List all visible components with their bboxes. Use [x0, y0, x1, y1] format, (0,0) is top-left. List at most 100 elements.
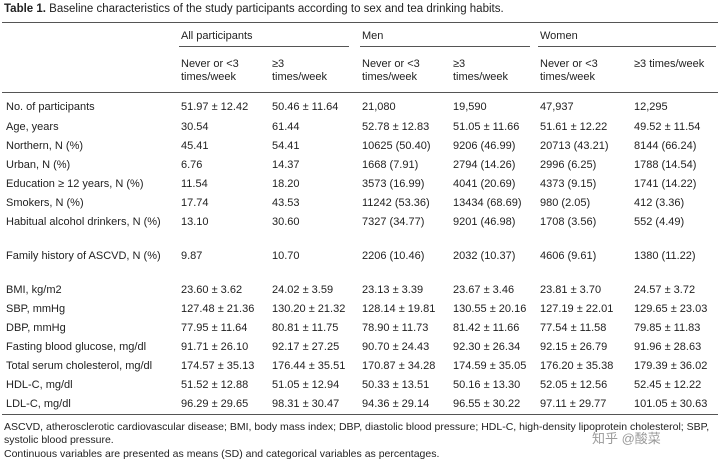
table-cell: 11.54: [181, 178, 208, 190]
row-label: Smokers, N (%): [6, 197, 84, 209]
table-cell: 50.46 ± 11.64: [272, 101, 339, 113]
row-label: Northern, N (%): [6, 140, 84, 152]
table-cell: 128.14 ± 19.81: [362, 303, 436, 315]
row-label: BMI, kg/m2: [6, 284, 62, 296]
table-title: Baseline characteristics of the study pa…: [49, 3, 504, 15]
table-cell: 1788 (14.54): [634, 159, 697, 171]
table-cell: 2794 (14.26): [453, 159, 516, 171]
group-underline-all: [179, 46, 349, 47]
subheader-men-never: Never or <3 times/week: [362, 58, 420, 83]
table-cell: 7327 (34.77): [362, 216, 425, 228]
table-cell: 129.65 ± 23.03: [634, 303, 708, 315]
subheader-all-never: Never or <3 times/week: [181, 58, 239, 83]
table-cell: 30.60: [272, 216, 300, 228]
table-cell: 79.85 ± 11.83: [634, 322, 701, 334]
table-cell: 101.05 ± 30.63: [634, 398, 708, 410]
footnote-abbreviations: ASCVD, atherosclerotic cardiovascular di…: [4, 421, 710, 446]
table-cell: 51.61 ± 12.22: [540, 121, 608, 133]
table-cell: 47,937: [540, 101, 574, 113]
table-cell: 90.70 ± 24.43: [362, 341, 430, 353]
row-label: Family history of ASCVD, N (%): [6, 250, 161, 262]
table-cell: 77.54 ± 11.58: [540, 322, 607, 334]
table-cell: 1668 (7.91): [362, 159, 419, 171]
table-cell: 77.95 ± 11.64: [181, 322, 248, 334]
table-cell: 18.20: [272, 178, 300, 190]
table-cell: 52.45 ± 12.22: [634, 379, 702, 391]
top-rule: [2, 22, 718, 23]
table-cell: 43.53: [272, 197, 300, 209]
table-cell: 51.05 ± 11.66: [453, 121, 520, 133]
table-cell: 97.11 ± 29.77: [540, 398, 607, 410]
table-cell: 176.44 ± 35.51: [272, 360, 346, 372]
table-cell: 23.81 ± 3.70: [540, 284, 602, 296]
table-cell: 412 (3.36): [634, 197, 685, 209]
header-rule: [2, 92, 718, 93]
subheader-women-frequent: ≥3 times/week: [634, 58, 705, 70]
row-label: Education ≥ 12 years, N (%): [6, 178, 144, 190]
table-cell: 6.76: [181, 159, 203, 171]
table-cell: 9206 (46.99): [453, 140, 516, 152]
group-header-all: All participants: [181, 30, 253, 42]
table-cell: 174.59 ± 35.05: [453, 360, 527, 372]
row-label: LDL-C, mg/dl: [6, 398, 71, 410]
table-cell: 1708 (3.56): [540, 216, 597, 228]
group-header-women: Women: [540, 30, 578, 42]
table-cell: 11242 (53.36): [362, 197, 430, 209]
row-label: DBP, mmHg: [6, 322, 66, 334]
table-cell: 179.39 ± 36.02: [634, 360, 708, 372]
table-cell: 2996 (6.25): [540, 159, 597, 171]
row-label: Fasting blood glucose, mg/dl: [6, 341, 147, 353]
table-cell: 980 (2.05): [540, 197, 591, 209]
watermark: 知乎 @酸菜: [592, 431, 661, 446]
table-cell: 130.55 ± 20.16: [453, 303, 527, 315]
table-cell: 50.33 ± 13.51: [362, 379, 430, 391]
table-cell: 17.74: [181, 197, 209, 209]
table-cell: 3573 (16.99): [362, 178, 425, 190]
table-cell: 51.97 ± 12.42: [181, 101, 249, 113]
table-cell: 51.05 ± 12.94: [272, 379, 340, 391]
table-cell: 52.05 ± 12.56: [540, 379, 608, 391]
table-cell: 81.42 ± 11.66: [453, 322, 520, 334]
table-cell: 4606 (9.61): [540, 250, 597, 262]
table-cell: 12,295: [634, 101, 668, 113]
table-cell: 92.30 ± 26.34: [453, 341, 521, 353]
table-cell: 170.87 ± 34.28: [362, 360, 436, 372]
table-cell: 24.57 ± 3.72: [634, 284, 696, 296]
row-label: No. of participants: [6, 101, 95, 113]
table-cell: 19,590: [453, 101, 487, 113]
footnote-variables: Continuous variables are presented as me…: [4, 448, 440, 460]
row-label: Age, years: [6, 121, 59, 133]
table-cell: 8144 (66.24): [634, 140, 697, 152]
table-cell: 91.71 ± 26.10: [181, 341, 249, 353]
subheader-men-frequent: ≥3 times/week: [453, 58, 509, 83]
table-cell: 45.41: [181, 140, 209, 152]
group-underline-men: [360, 46, 530, 47]
table-cell: 23.13 ± 3.39: [362, 284, 424, 296]
table-cell: 61.44: [272, 121, 300, 133]
row-label: Habitual alcohol drinkers, N (%): [6, 216, 161, 228]
bottom-rule: [2, 414, 718, 415]
table-cell: 51.52 ± 12.88: [181, 379, 249, 391]
table-cell: 14.37: [272, 159, 300, 171]
row-label: Total serum cholesterol, mg/dl: [6, 360, 153, 372]
table-cell: 94.36 ± 29.14: [362, 398, 430, 410]
table-cell: 49.52 ± 11.54: [634, 121, 701, 133]
table-cell: 24.02 ± 3.59: [272, 284, 334, 296]
table-cell: 130.20 ± 21.32: [272, 303, 346, 315]
table-cell: 96.29 ± 29.65: [181, 398, 249, 410]
subheader-all-frequent: ≥3 times/week: [272, 58, 328, 83]
table-cell: 21,080: [362, 101, 396, 113]
table-cell: 52.78 ± 12.83: [362, 121, 430, 133]
table-cell: 10625 (50.40): [362, 140, 431, 152]
table-cell: 96.55 ± 30.22: [453, 398, 521, 410]
table-cell: 4373 (9.15): [540, 178, 597, 190]
table-cell: 30.54: [181, 121, 209, 133]
table-cell: 2206 (10.46): [362, 250, 425, 262]
table-cell: 2032 (10.37): [453, 250, 516, 262]
group-underline-women: [538, 46, 716, 47]
table-cell: 54.41: [272, 140, 300, 152]
row-label: Urban, N (%): [6, 159, 71, 171]
table-cell: 80.81 ± 11.75: [272, 322, 339, 334]
table-caption: Table 1. Baseline characteristics of the…: [4, 3, 504, 15]
table-cell: 23.67 ± 3.46: [453, 284, 515, 296]
